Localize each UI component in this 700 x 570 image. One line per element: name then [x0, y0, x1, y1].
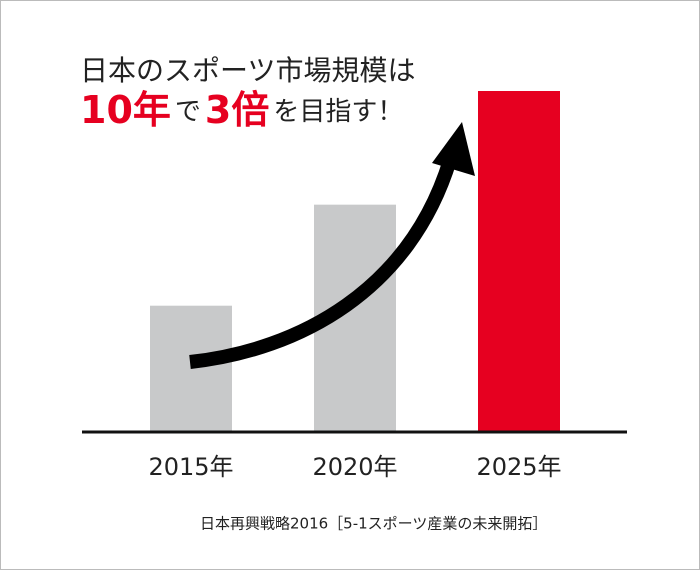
subtitle-part: 10年: [80, 88, 171, 132]
subtitle-part: を目指す！: [273, 97, 403, 127]
arrow-head: [432, 122, 475, 176]
chart-title: 日本のスポーツ市場規模は: [80, 54, 415, 87]
growth-arrow: [189, 157, 457, 369]
bar: [478, 91, 560, 432]
subtitle-part: で: [175, 97, 201, 127]
chart-subtitle: 10年で 3倍 を目指す！: [80, 88, 403, 132]
x-tick-label: 2025年: [476, 453, 561, 481]
x-tick-label: 2020年: [312, 453, 397, 481]
source-note: 日本再興戦略2016［5-1スポーツ産業の未来開拓］: [200, 515, 547, 533]
subtitle-part: 3倍: [205, 88, 269, 132]
x-tick-label: 2015年: [148, 453, 233, 481]
